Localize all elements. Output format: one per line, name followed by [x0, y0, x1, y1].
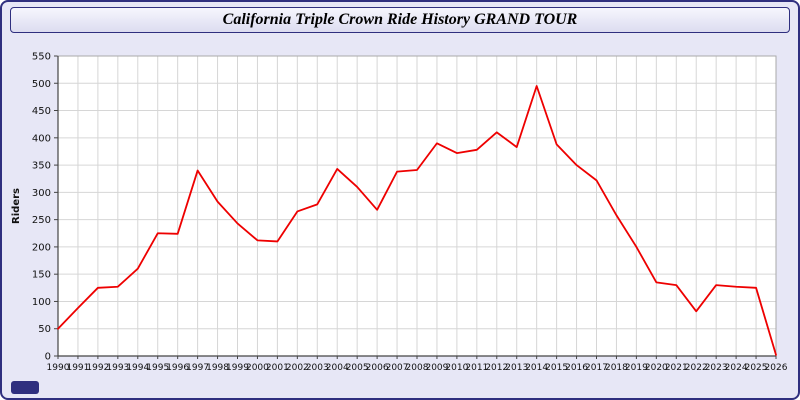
- svg-text:2023: 2023: [705, 363, 728, 373]
- svg-text:2001: 2001: [266, 363, 289, 373]
- svg-text:2005: 2005: [346, 363, 369, 373]
- svg-text:2014: 2014: [525, 363, 548, 373]
- svg-text:2006: 2006: [366, 363, 389, 373]
- svg-text:2002: 2002: [286, 363, 309, 373]
- svg-text:2024: 2024: [725, 363, 748, 373]
- svg-text:1997: 1997: [186, 363, 209, 373]
- svg-text:2019: 2019: [625, 363, 648, 373]
- svg-text:1996: 1996: [166, 363, 189, 373]
- svg-text:1993: 1993: [106, 363, 129, 373]
- svg-text:2017: 2017: [585, 363, 608, 373]
- svg-text:2015: 2015: [545, 363, 568, 373]
- svg-text:1990: 1990: [47, 363, 70, 373]
- svg-text:150: 150: [32, 270, 51, 281]
- svg-text:0: 0: [45, 352, 51, 363]
- svg-text:200: 200: [32, 242, 51, 253]
- svg-text:400: 400: [32, 133, 51, 144]
- svg-text:2021: 2021: [665, 363, 688, 373]
- svg-text:2020: 2020: [645, 363, 668, 373]
- svg-text:1995: 1995: [146, 363, 169, 373]
- page-title: California Triple Crown Ride History GRA…: [222, 11, 578, 28]
- svg-text:1991: 1991: [66, 363, 89, 373]
- svg-text:2003: 2003: [306, 363, 329, 373]
- svg-text:2010: 2010: [445, 363, 468, 373]
- svg-text:2013: 2013: [505, 363, 528, 373]
- svg-text:2026: 2026: [765, 363, 788, 373]
- svg-text:1999: 1999: [226, 363, 249, 373]
- svg-text:450: 450: [32, 106, 51, 117]
- svg-text:2009: 2009: [425, 363, 448, 373]
- svg-text:1994: 1994: [126, 363, 149, 373]
- svg-text:300: 300: [32, 188, 51, 199]
- chart: 0 50 100 150 200 250 300 350 400 450 500 550 1990 199…: [8, 46, 796, 382]
- svg-text:Riders: Riders: [11, 188, 22, 224]
- svg-text:2004: 2004: [326, 363, 349, 373]
- svg-text:350: 350: [32, 161, 51, 172]
- svg-text:100: 100: [32, 297, 51, 308]
- svg-text:50: 50: [38, 324, 51, 335]
- svg-text:2018: 2018: [605, 363, 628, 373]
- svg-text:2022: 2022: [685, 363, 708, 373]
- svg-text:2000: 2000: [246, 363, 269, 373]
- corner-badge: [11, 381, 39, 394]
- svg-text:2007: 2007: [386, 363, 409, 373]
- svg-text:2016: 2016: [565, 363, 588, 373]
- svg-text:550: 550: [32, 52, 51, 63]
- svg-text:2012: 2012: [485, 363, 508, 373]
- svg-text:2025: 2025: [745, 363, 768, 373]
- svg-text:1992: 1992: [86, 363, 109, 373]
- chart-title-bar: California Triple Crown Ride History GRA…: [10, 7, 790, 33]
- svg-text:250: 250: [32, 215, 51, 226]
- svg-text:2011: 2011: [465, 363, 488, 373]
- svg-text:2008: 2008: [406, 363, 429, 373]
- svg-text:500: 500: [32, 79, 51, 90]
- svg-text:1998: 1998: [206, 363, 229, 373]
- line-chart-svg: 0501001502002503003504004505005501990199…: [11, 52, 788, 374]
